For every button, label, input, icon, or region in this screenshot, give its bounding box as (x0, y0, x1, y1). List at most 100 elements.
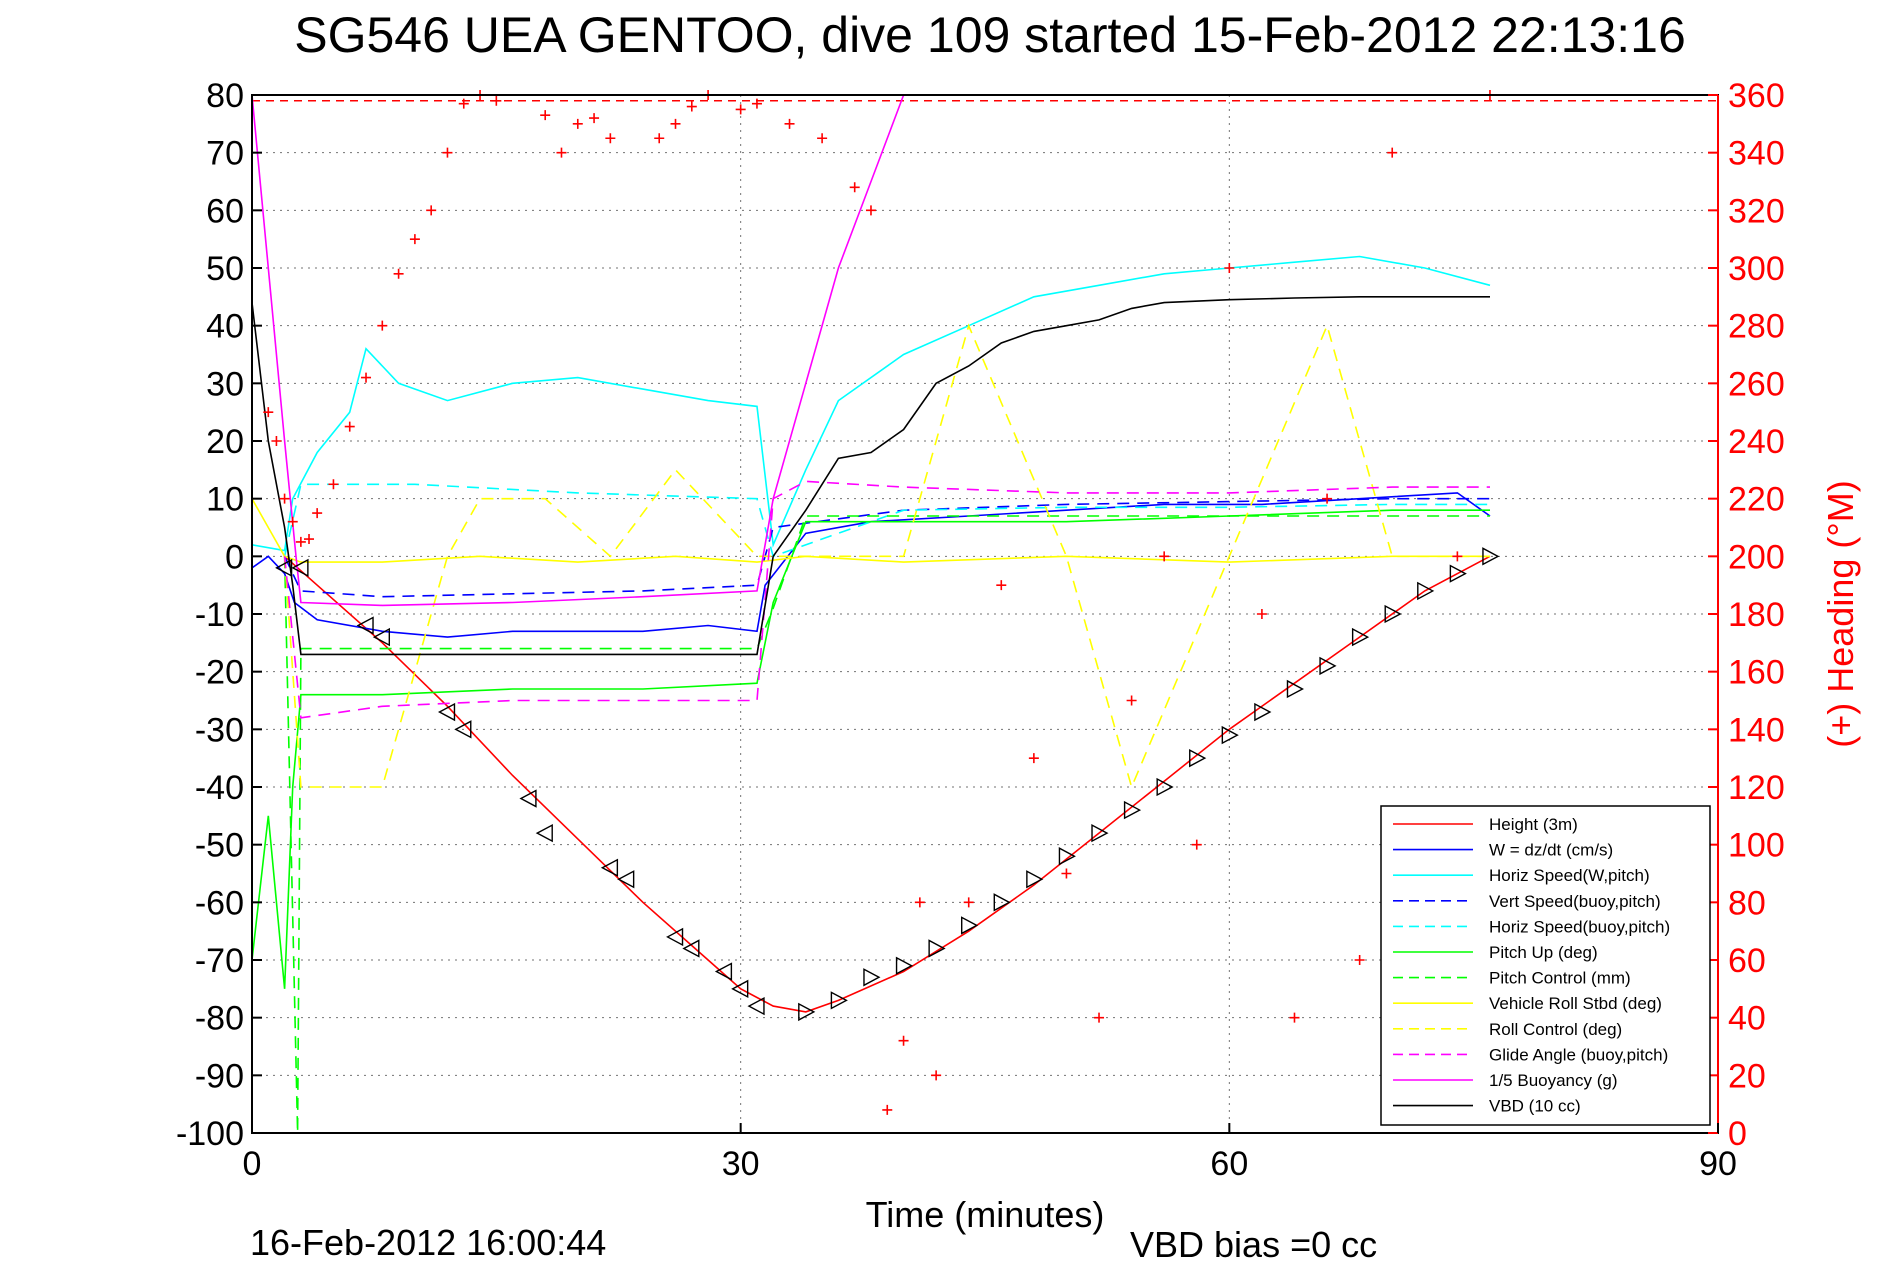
height-marker-34 (1417, 581, 1435, 601)
right-tick-label-11: 140 (1728, 711, 1785, 749)
height-marker-6 (519, 789, 537, 808)
heading-marker-45 (1224, 263, 1235, 273)
series-layer (251, 94, 1718, 1134)
height-marker-27 (1189, 749, 1207, 768)
right-tick-label-17: 20 (1728, 1057, 1766, 1095)
series-line-roll-control-deg (283, 323, 1490, 790)
height-marker-12 (714, 962, 733, 981)
heading-marker-1 (271, 436, 282, 446)
heading-marker-13 (426, 205, 437, 216)
x-axis-ticks: 0 30 60 90 (243, 1123, 1737, 1183)
heading-marker-50 (1387, 147, 1398, 158)
heading-marker-34 (898, 1035, 909, 1046)
heading-marker-29 (784, 118, 795, 129)
height-marker-20 (961, 916, 979, 935)
heading-marker-19 (556, 147, 567, 158)
left-tick-label-1: 70 (206, 135, 244, 173)
heading-marker-47 (1289, 1012, 1300, 1023)
right-tick-label-3: 300 (1728, 250, 1785, 288)
heading-marker-7 (328, 479, 339, 490)
legend-box (1380, 805, 1711, 1126)
legend-label-height-3m: Height (3m) (1489, 815, 1578, 834)
heading-marker-40 (1061, 868, 1072, 879)
left-tick-label-10: -20 (195, 654, 244, 692)
legend-label-pitch-up-deg: Pitch Up (deg) (1489, 943, 1598, 962)
height-marker-29 (1254, 702, 1272, 722)
left-tick-label-4: 40 (206, 308, 244, 346)
legend-label-pitch-control-mm: Pitch Control (mm) (1489, 969, 1631, 988)
right-tick-label-16: 40 (1728, 1000, 1766, 1038)
left-tick-label-17: -90 (195, 1057, 244, 1095)
series-line-height-3m (284, 555, 1491, 1013)
series-line-1-5-buoyancy-g (251, 94, 905, 607)
height-marker-11 (682, 939, 700, 958)
height-marker-7 (535, 823, 553, 843)
legend-label-vehicle-roll-stbd-deg: Vehicle Roll Stbd (deg) (1489, 994, 1662, 1013)
heading-marker-2 (279, 493, 290, 504)
left-tick-label-5: 30 (206, 365, 244, 403)
height-marker-13 (731, 979, 749, 998)
heading-marker-43 (1159, 551, 1170, 562)
x-tick-label-1: 30 (722, 1145, 760, 1183)
height-marker-31 (1319, 656, 1337, 676)
heading-marker-52 (1452, 551, 1463, 562)
height-marker-26 (1156, 777, 1174, 797)
left-tick-label-12: -40 (195, 769, 244, 807)
heading-marker-0 (263, 407, 274, 418)
heading-marker-6 (312, 508, 323, 519)
chart-title: SG546 UEA GENTOO, dive 109 started 15-Fe… (294, 7, 1686, 63)
heading-marker-38 (996, 580, 1007, 591)
height-marker-14 (747, 996, 765, 1016)
series-line-w-dz-dt-cm-s (251, 492, 1491, 638)
left-tick-label-7: 10 (206, 481, 244, 519)
height-marker-24 (1091, 823, 1109, 843)
series-line-vbd-10-cc (251, 295, 1490, 656)
footer-timestamp: 16-Feb-2012 16:00:44 (250, 1222, 606, 1262)
heading-marker-17 (491, 95, 502, 106)
grid (252, 95, 1718, 1133)
heading-marker-5 (304, 534, 315, 545)
heading-marker-39 (1028, 753, 1039, 764)
height-marker-22 (1026, 870, 1044, 889)
height-marker-4 (437, 702, 456, 722)
right-tick-label-14: 80 (1728, 884, 1766, 922)
right-tick-label-8: 200 (1728, 538, 1785, 576)
heading-marker-36 (931, 1070, 942, 1081)
right-tick-label-4: 280 (1728, 308, 1785, 346)
legend: Height (3m) W = dz/dt (cm/s) Horiz Speed(W… (1380, 805, 1711, 1126)
legend-label-roll-control-deg: Roll Control (deg) (1489, 1020, 1622, 1039)
height-marker-19 (928, 939, 946, 958)
x-tick-label-2: 60 (1210, 1145, 1248, 1183)
heading-marker-37 (963, 897, 974, 908)
right-tick-label-1: 340 (1728, 135, 1785, 173)
heading-marker-18 (540, 110, 551, 121)
heading-marker-27 (735, 104, 746, 115)
heading-marker-32 (865, 205, 876, 216)
legend-label-glide-angle-buoy-pitch: Glide Angle (buoy,pitch) (1489, 1045, 1668, 1064)
heading-marker-25 (686, 101, 697, 112)
right-axis-label: (+) Heading (°M) (1820, 480, 1861, 747)
legend-label-vert-speed-buoy-pitch: Vert Speed(buoy,pitch) (1489, 892, 1661, 911)
left-tick-label-3: 50 (206, 250, 244, 288)
left-tick-label-6: 20 (206, 423, 244, 461)
heading-marker-49 (1354, 955, 1365, 965)
heading-marker-11 (393, 268, 404, 279)
heading-marker-35 (914, 897, 925, 908)
heading-marker-42 (1126, 695, 1137, 706)
legend-label-1-5-buoyancy-g: 1/5 Buoyancy (g) (1489, 1071, 1618, 1090)
legend-label-w-dz-dt-cm-s: W = dz/dt (cm/s) (1489, 841, 1613, 860)
height-marker-21 (993, 893, 1011, 912)
left-tick-label-14: -60 (195, 884, 244, 922)
heading-marker-23 (654, 133, 665, 144)
heading-marker-20 (572, 118, 583, 129)
heading-marker-28 (751, 98, 762, 109)
heading-marker-4 (295, 536, 306, 547)
legend-label-horiz-speed-buoy-pitch: Horiz Speed(buoy,pitch) (1489, 917, 1670, 936)
legend-label-horiz-speed-w-pitch: Horiz Speed(W,pitch) (1489, 866, 1650, 885)
height-marker-36 (1482, 547, 1500, 566)
series-line-vehicle-roll-stbd-deg (251, 498, 1490, 563)
left-tick-label-0: 80 (206, 77, 244, 115)
left-tick-label-16: -80 (195, 1000, 244, 1038)
right-axis-ticks: 3603403203002802602402202001801601401201… (1708, 77, 1785, 1153)
